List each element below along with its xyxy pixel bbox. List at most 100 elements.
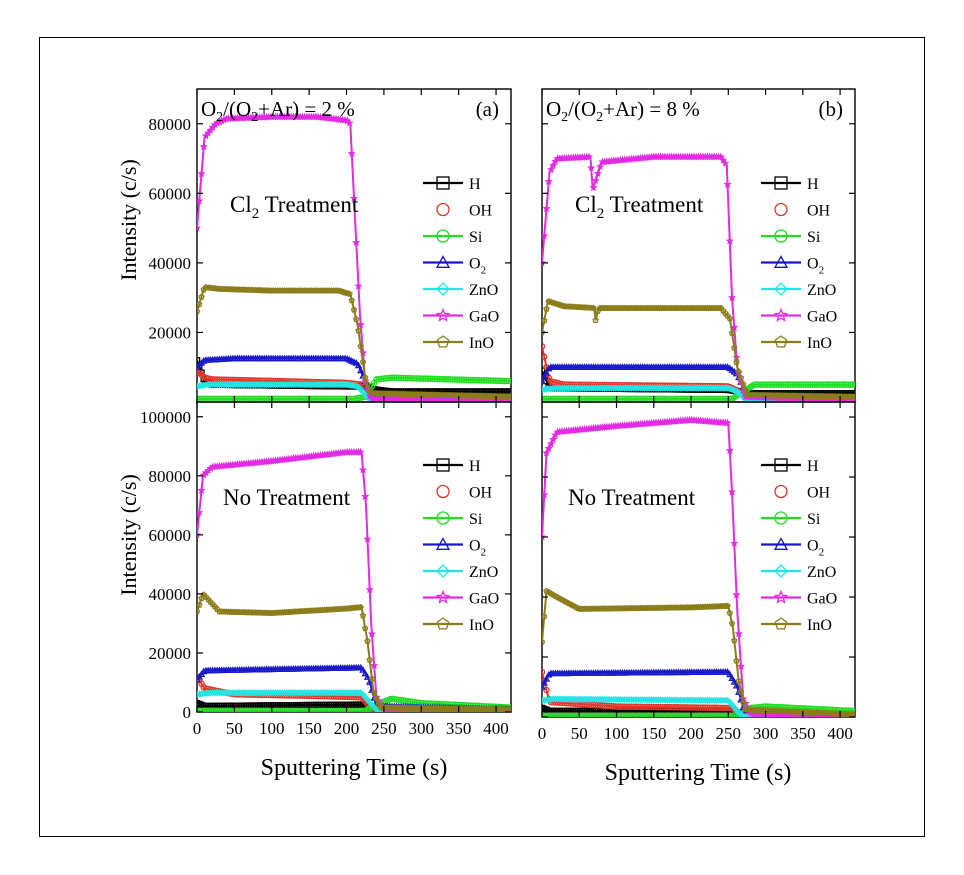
data-point	[646, 712, 653, 717]
data-point	[494, 377, 501, 384]
data-point	[252, 377, 259, 384]
data-point	[681, 384, 689, 392]
data-point	[542, 712, 548, 717]
subscript: 2	[819, 547, 825, 559]
data-point	[364, 380, 371, 388]
data-point	[741, 712, 749, 717]
data-point	[630, 703, 637, 710]
data-point	[703, 384, 711, 392]
data-point	[712, 384, 720, 392]
data-point	[818, 381, 825, 388]
data-point	[353, 315, 360, 322]
data-point	[849, 393, 855, 400]
data-point	[267, 707, 275, 712]
data-point	[654, 696, 662, 704]
data-point	[717, 696, 725, 704]
data-point	[695, 712, 702, 717]
data-point	[735, 368, 742, 375]
data-point	[726, 712, 734, 717]
data-point	[686, 712, 693, 717]
treatment-label: Cl2 Treatment	[575, 192, 704, 222]
data-point	[717, 704, 725, 712]
data-point	[737, 374, 745, 381]
data-point	[545, 712, 552, 717]
data-point	[361, 669, 369, 677]
data-point	[404, 374, 412, 382]
legend-label: O2	[469, 538, 486, 559]
data-point	[314, 381, 322, 389]
data-point	[656, 384, 665, 392]
data-point	[254, 707, 261, 712]
data-point	[305, 381, 313, 389]
data-point	[265, 689, 273, 697]
condition-label: O2/(O2+Ar) = 8 %	[546, 97, 700, 125]
data-point	[679, 712, 687, 717]
data-point	[666, 712, 673, 717]
data-point	[542, 668, 546, 676]
data-point	[355, 604, 362, 611]
data-point	[686, 704, 693, 711]
data-point	[359, 612, 367, 619]
data-point	[542, 377, 546, 384]
data-point	[845, 381, 852, 388]
data-point	[231, 707, 239, 712]
data-point	[197, 169, 206, 178]
data-point	[632, 696, 640, 704]
data-point	[294, 381, 302, 389]
data-point	[542, 329, 546, 336]
legend-marker	[436, 484, 450, 499]
data-point	[287, 689, 295, 697]
data-point	[730, 539, 739, 547]
data-point	[699, 384, 707, 392]
data-point	[213, 689, 221, 697]
data-point	[263, 707, 270, 712]
data-point	[679, 384, 687, 392]
data-point	[603, 712, 611, 717]
data-point	[672, 704, 680, 711]
data-point	[574, 384, 582, 392]
data-point	[542, 448, 551, 457]
data-point	[618, 384, 627, 392]
data-point	[357, 663, 365, 671]
data-point	[345, 689, 354, 697]
x-tick-label: 100	[259, 719, 285, 738]
data-point	[677, 704, 684, 711]
data-point	[242, 381, 250, 389]
legend-label: H	[469, 176, 481, 193]
data-point	[565, 384, 573, 392]
data-point	[670, 696, 678, 704]
data-point	[213, 118, 222, 127]
data-point	[393, 374, 400, 382]
data-point	[851, 381, 855, 388]
data-point	[583, 712, 590, 717]
data-point	[431, 375, 438, 383]
data-point	[312, 381, 320, 389]
data-point	[345, 118, 354, 127]
data-point	[587, 384, 595, 392]
data-point	[402, 374, 409, 382]
subscript: 2	[481, 547, 487, 559]
data-point	[656, 696, 665, 704]
data-point	[357, 707, 364, 712]
data-point	[614, 384, 622, 392]
legend-label: O2	[807, 256, 824, 277]
data-point	[544, 177, 553, 185]
data-point	[254, 377, 261, 384]
y-tick-label: 0	[183, 703, 192, 722]
data-point	[326, 707, 333, 712]
data-point	[592, 712, 599, 717]
data-point	[249, 381, 257, 389]
data-point	[346, 290, 353, 297]
data-point	[283, 707, 290, 712]
data-point	[215, 689, 223, 697]
data-point	[836, 381, 843, 388]
data-point	[197, 357, 201, 364]
data-point	[256, 689, 264, 697]
data-point	[791, 381, 798, 388]
data-point	[287, 381, 295, 389]
data-point	[572, 384, 580, 392]
data-point	[199, 142, 208, 151]
data-point	[628, 712, 635, 717]
legend-label: InO	[469, 617, 494, 634]
data-point	[363, 534, 372, 543]
